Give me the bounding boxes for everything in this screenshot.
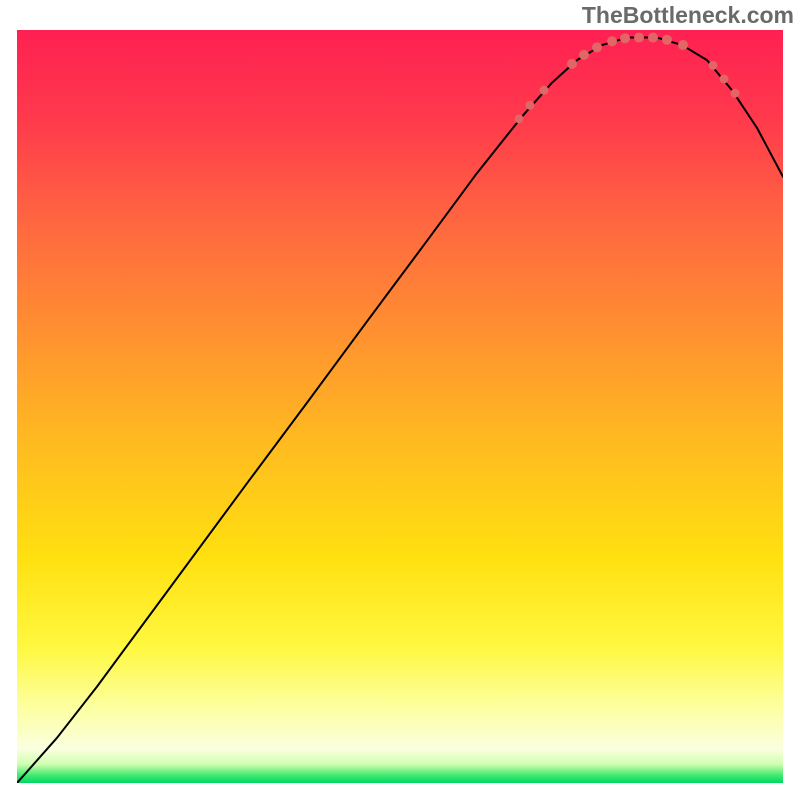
- curve-marker: [540, 86, 549, 95]
- chart-container: { "watermark": "TheBottleneck.com", "cha…: [0, 0, 800, 800]
- gradient-background: [17, 30, 783, 783]
- curve-marker: [567, 59, 577, 69]
- curve-marker: [620, 33, 630, 43]
- curve-marker: [709, 61, 718, 70]
- curve-marker: [579, 50, 589, 60]
- curve-marker: [648, 33, 658, 43]
- curve-marker: [678, 40, 688, 50]
- curve-marker: [526, 101, 535, 110]
- curve-marker: [607, 36, 617, 46]
- curve-marker: [720, 74, 729, 83]
- curve-marker: [515, 114, 524, 123]
- curve-marker: [592, 42, 602, 52]
- curve-marker: [662, 35, 672, 45]
- curve-marker: [731, 89, 740, 98]
- curve-marker: [634, 33, 644, 43]
- watermark-text: TheBottleneck.com: [582, 2, 794, 29]
- bottleneck-curve-chart: [17, 30, 783, 783]
- plot-area: [17, 30, 783, 783]
